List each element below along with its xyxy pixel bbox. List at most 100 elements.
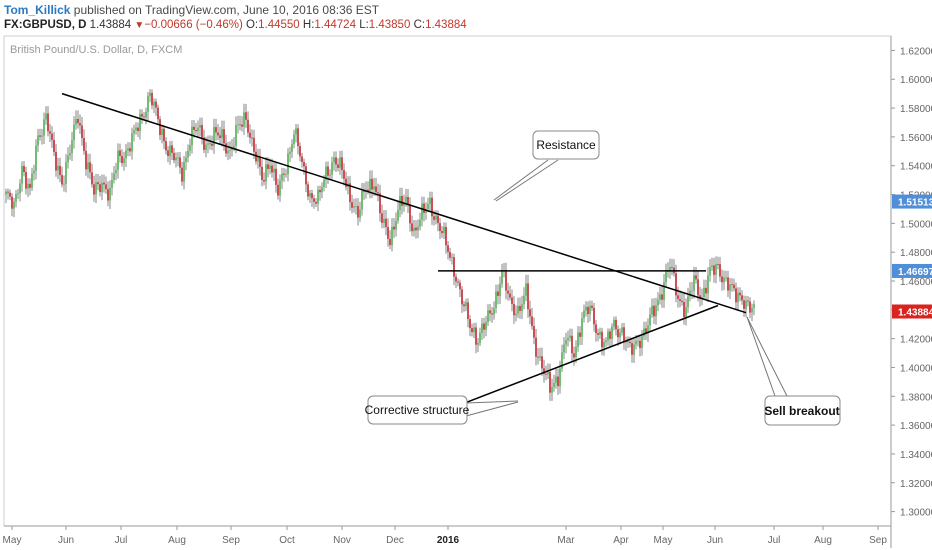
candle-body [509, 293, 511, 298]
price-tick-label: 1.34000 [900, 450, 932, 461]
time-tick-label: Sep [222, 535, 240, 546]
price-axis[interactable]: 1.620001.600001.580001.560001.540001.520… [891, 46, 932, 519]
candle-body [213, 127, 215, 146]
candle-body [37, 135, 39, 146]
candle-body [613, 319, 615, 327]
candle-body [435, 215, 437, 220]
candle-body [303, 162, 305, 167]
open-value: 1.44550 [258, 19, 300, 31]
candle-body [693, 275, 695, 291]
candle-body [515, 313, 517, 316]
candle-body [23, 166, 25, 173]
candle-body [447, 245, 449, 252]
candle-body [681, 300, 683, 302]
resistance-pointer-b [495, 159, 559, 202]
candle-body [429, 197, 431, 205]
candle-body [229, 149, 231, 151]
candle-body [171, 145, 173, 153]
candle-body [571, 335, 573, 354]
breakout-callout[interactable] [764, 395, 841, 426]
candle-body [239, 124, 241, 126]
candle-body [743, 300, 745, 309]
candle-body [297, 128, 299, 147]
resistance-callout[interactable] [532, 130, 600, 160]
price-label-text: 1.46697 [898, 267, 932, 278]
time-tick-label: Sep [869, 535, 887, 546]
candle-body [145, 111, 147, 118]
symbol-label[interactable]: FX:GBPUSD, D [4, 19, 87, 31]
candle-body [753, 304, 755, 308]
high-label: H: [302, 19, 315, 31]
candle-body [553, 382, 555, 388]
candle-body [639, 340, 641, 348]
candle-body [523, 295, 525, 305]
candle-body [601, 331, 603, 348]
candle-body [283, 173, 285, 175]
candle-body [599, 331, 601, 335]
candle-body [665, 271, 667, 283]
candle-body [619, 332, 621, 338]
time-axis[interactable]: May Jun Jul Aug Sep Oct Nov Dec 2016 Mar Apr May Jun… [3, 526, 888, 546]
candle-body [629, 341, 631, 344]
published-text: published on TradingView.com, June 10, 2… [70, 3, 380, 17]
candle-body [305, 166, 307, 185]
candle-body [463, 304, 465, 307]
candle-body [237, 124, 239, 126]
candle-body [263, 179, 265, 182]
candle-body [61, 175, 63, 185]
candle-body [559, 368, 561, 387]
candle-body [581, 318, 583, 337]
candle-body [357, 205, 359, 218]
candle-body [677, 295, 679, 299]
candle-body [445, 226, 447, 246]
candle-body [59, 165, 61, 176]
open-label: O: [245, 19, 259, 31]
candle-body [9, 192, 11, 197]
publish-info: Tom_Killick published on TradingView.com… [4, 3, 379, 17]
candle-body [415, 227, 417, 231]
candle-body [479, 332, 481, 343]
candle-body [285, 174, 287, 175]
candle-body [195, 130, 197, 132]
candle-body [133, 130, 135, 134]
candle-body [389, 238, 391, 246]
candle-body [387, 226, 389, 239]
candle-body [287, 153, 289, 175]
ohlc-legend: FX:GBPUSD, D 1.43884 ▼−0.00666 (−0.46%) … [4, 19, 467, 31]
price-tick-label: 1.32000 [900, 479, 932, 490]
candle-body [203, 137, 205, 150]
candle-body [655, 305, 657, 317]
candle-body [579, 332, 581, 337]
candle-body [637, 340, 639, 342]
candle-body [65, 162, 67, 184]
candle-body [699, 295, 701, 299]
candle-body [335, 157, 337, 165]
candle-body [593, 307, 595, 325]
candle-body [275, 168, 277, 185]
candle-body [227, 150, 229, 154]
candle-body [85, 150, 87, 170]
candle-body [403, 202, 405, 206]
candle-body [321, 186, 323, 193]
candle-body [235, 125, 237, 146]
candle-body [561, 352, 563, 369]
candle-body [569, 335, 571, 338]
candle-body [495, 291, 497, 309]
candle-body [405, 196, 407, 203]
author-link[interactable]: Tom_Killick [4, 3, 71, 17]
corrective-callout[interactable] [367, 395, 468, 425]
candle-body [29, 183, 31, 188]
candle-body [339, 157, 341, 168]
time-tick-label: Jul [115, 535, 128, 546]
candle-body [103, 182, 105, 185]
candle-body [473, 327, 475, 333]
candle-body [167, 150, 169, 157]
candle-body [323, 179, 325, 187]
candle-body [669, 267, 671, 271]
candle-body [143, 116, 145, 118]
candle-body [125, 150, 127, 159]
candle-body [627, 341, 629, 343]
candle-body [391, 226, 393, 246]
candle-body [183, 161, 185, 182]
